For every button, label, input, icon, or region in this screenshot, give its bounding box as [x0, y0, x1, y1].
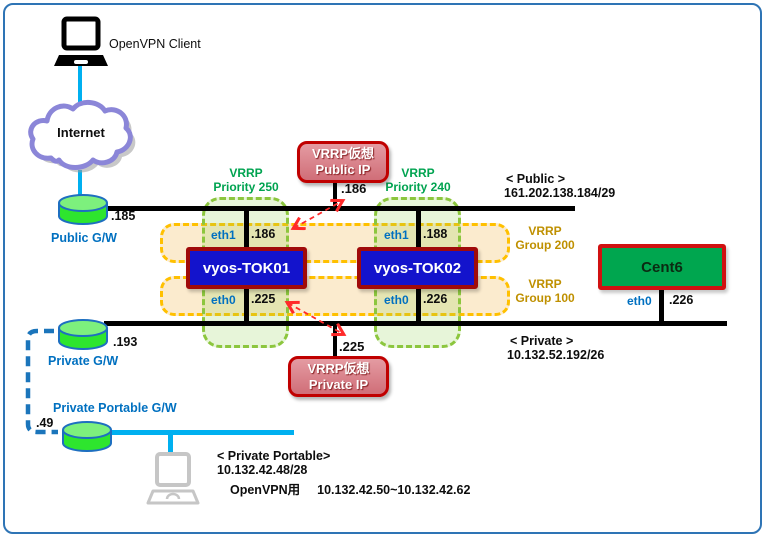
router1-eth1-ip: .186 — [251, 227, 276, 241]
portable-gw-label: Private Portable G/W — [53, 401, 177, 415]
private-network-name: < Private > — [510, 334, 574, 348]
router1-eth1-label: eth1 — [211, 228, 236, 242]
openvpn-client-label: OpenVPN Client — [109, 37, 201, 51]
public-vip-ip: .186 — [341, 181, 367, 196]
client-to-internet-link — [78, 66, 82, 102]
server-drop-line — [659, 289, 664, 321]
private-vip-ip: .225 — [339, 339, 365, 354]
portable-network-line — [108, 430, 294, 435]
router2-eth0-ip: .226 — [423, 292, 448, 306]
public-network-name: < Public > — [506, 172, 566, 186]
public-network-line — [104, 206, 575, 211]
public-gw-label: Public G/W — [51, 231, 117, 245]
vrrp-group-200-line1: VRRP — [528, 224, 562, 238]
openvpn-ip-range: 10.132.42.50~10.132.42.62 — [317, 483, 471, 497]
portable-network-cidr: 10.132.42.48/28 — [217, 463, 308, 477]
router2-eth1-label: eth1 — [384, 228, 409, 242]
portable-client-laptop-icon — [144, 452, 202, 508]
router2-eth1-ip: .188 — [423, 227, 448, 241]
vrrp-group-100-line2: Group 100 — [515, 291, 575, 305]
diagram-border — [3, 3, 762, 534]
router1-name: vyos-TOK01 — [202, 259, 291, 277]
openvpn-usage-label: OpenVPN用 — [230, 483, 301, 497]
router1-priority-line1: VRRP — [229, 166, 263, 180]
internet-to-gateway-link — [78, 170, 82, 196]
router1-priority-label: VRRP Priority 250 — [201, 166, 291, 194]
public-vip-box: VRRP仮想 Public IP — [297, 141, 389, 183]
private-vip-box: VRRP仮想 Private IP — [288, 356, 389, 397]
public-vip-line2: Public IP — [315, 162, 371, 177]
router1-eth0-label: eth0 — [211, 293, 236, 307]
private-network-cidr: 10.132.52.192/26 — [507, 348, 605, 362]
public-gw-ip: .185 — [111, 209, 136, 223]
portable-network-name: < Private Portable> — [217, 449, 331, 463]
vrrp-group-200-label: VRRP Group 200 — [505, 224, 585, 252]
router2-priority-line2: Priority 240 — [385, 180, 451, 194]
vrrp-group-100-line1: VRRP — [528, 277, 562, 291]
server-name: Cent6 — [641, 258, 683, 276]
vrrp-group-200-line2: Group 200 — [515, 238, 575, 252]
public-gw-cylinder-icon — [56, 192, 110, 228]
openvpn-range-label: OpenVPN用 10.132.42.50~10.132.42.62 — [230, 483, 471, 498]
private-vip-line2: Private IP — [308, 376, 369, 392]
private-vip-line1: VRRP仮想 — [307, 360, 370, 376]
router2-priority-label: VRRP Priority 240 — [373, 166, 463, 194]
server-eth0-ip: .226 — [669, 293, 694, 307]
private-gw-label: Private G/W — [48, 354, 119, 368]
router1-eth0-ip: .225 — [251, 292, 276, 306]
private-network-line — [104, 321, 727, 326]
vrrp-group-100-label: VRRP Group 100 — [505, 277, 585, 305]
openvpn-client-laptop-icon — [50, 16, 112, 72]
portable-gw-ip: .49 — [36, 416, 54, 430]
portable-client-drop-line — [168, 433, 173, 458]
router2-node: vyos-TOK02 — [357, 247, 478, 289]
router1-priority-line2: Priority 250 — [213, 180, 279, 194]
public-vip-drop-line — [333, 180, 337, 208]
server-node: Cent6 — [598, 244, 726, 290]
public-network-cidr: 161.202.138.184/29 — [504, 186, 616, 200]
internet-cloud-icon — [26, 96, 136, 176]
server-eth0-label: eth0 — [627, 294, 652, 308]
portable-gw-cylinder-icon — [60, 419, 114, 455]
router2-priority-line1: VRRP — [401, 166, 435, 180]
public-vip-line1: VRRP仮想 — [311, 146, 375, 161]
private-gw-cylinder-icon — [56, 317, 110, 353]
router2-name: vyos-TOK02 — [373, 259, 462, 277]
router2-eth0-label: eth0 — [384, 293, 409, 307]
private-gw-ip: .193 — [113, 335, 138, 349]
internet-label: Internet — [57, 125, 105, 140]
private-vip-drop-line — [333, 326, 337, 358]
router1-node: vyos-TOK01 — [186, 247, 307, 289]
